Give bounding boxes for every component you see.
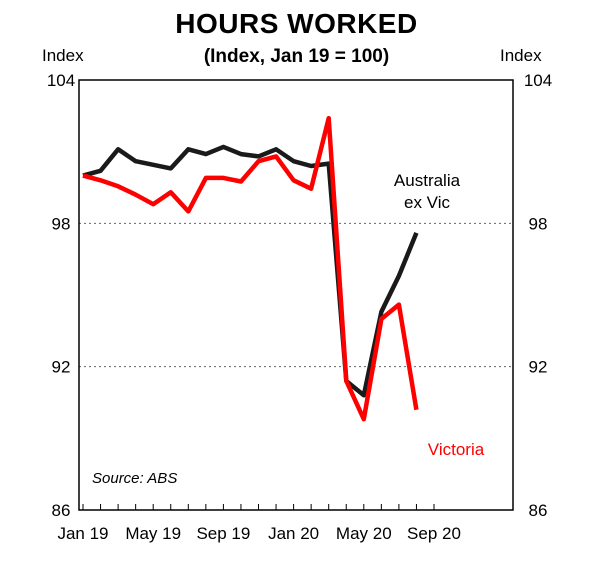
series-lines [82, 115, 419, 422]
x-tick-label-4: May 20 [336, 524, 392, 543]
axis-ticks [82, 504, 435, 510]
x-tick-label-2: Sep 19 [196, 524, 250, 543]
axis-labels: 104 104 98 98 92 92 86 86 Jan 19 May 19 Sep 19 Jan … [47, 71, 552, 543]
x-tick-label-0: Jan 19 [57, 524, 108, 543]
series-label-australia-ex-vic-line1: Australia [394, 171, 461, 190]
y-tick-label-right-86: 86 [529, 501, 548, 520]
plot-frame [78, 79, 514, 511]
series-line-victoria [82, 115, 419, 422]
left-axis-unit: Index [42, 46, 84, 65]
chart-subtitle: (Index, Jan 19 = 100) [203, 46, 390, 67]
y-tick-label-right-98: 98 [529, 214, 548, 233]
series-label-victoria: Victoria [428, 440, 485, 459]
x-tick-label-5: Sep 20 [407, 524, 461, 543]
right-axis-unit: Index [500, 46, 542, 65]
y-tick-label-left-92: 92 [52, 358, 71, 377]
series-line-australia-ex-vic [82, 144, 419, 398]
gridlines [79, 222, 513, 368]
y-tick-label-left-98: 98 [52, 214, 71, 233]
y-tick-label-right-92: 92 [529, 358, 548, 377]
x-tick-label-1: May 19 [125, 524, 181, 543]
y-tick-label-left-86: 86 [52, 501, 71, 520]
x-tick-label-3: Jan 20 [268, 524, 319, 543]
series-label-australia-ex-vic-line2: ex Vic [404, 193, 450, 212]
y-tick-label-right-104: 104 [524, 71, 552, 90]
y-tick-label-left-104: 104 [47, 71, 75, 90]
chart-title: HOURS WORKED [175, 8, 418, 39]
source-annotation: Source: ABS [92, 470, 177, 487]
